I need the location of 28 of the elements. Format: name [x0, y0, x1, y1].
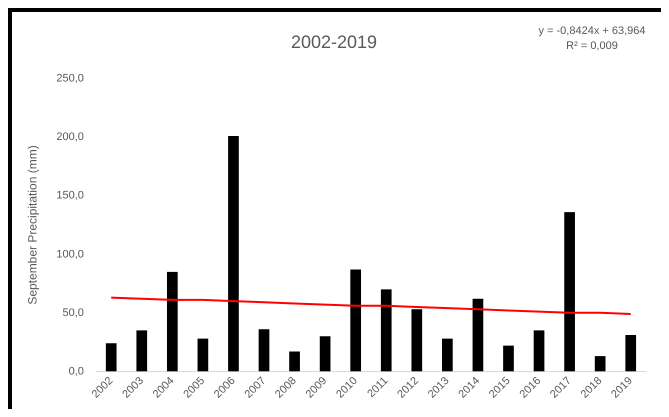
- bar: [564, 212, 575, 372]
- bar: [503, 346, 514, 372]
- bar: [380, 289, 392, 372]
- y-tick-label: 50,0: [62, 306, 84, 319]
- text: R² = 0,009: [566, 40, 618, 52]
- bar: [228, 136, 239, 372]
- y-tick-label: 250,0: [56, 72, 84, 85]
- bar: [320, 336, 330, 372]
- bar: [198, 338, 208, 372]
- chart-title: 2002-2019: [290, 32, 378, 52]
- bar: [166, 272, 178, 372]
- bar: [625, 335, 636, 372]
- bar: [106, 343, 117, 372]
- bar: [136, 330, 148, 372]
- bar: [258, 329, 270, 372]
- bar: [594, 356, 606, 372]
- bar: [289, 351, 300, 372]
- bar: [350, 269, 362, 372]
- bar: [472, 298, 484, 372]
- y-tick-label: 100,0: [56, 248, 84, 260]
- y-tick-label: 150,0: [56, 190, 84, 202]
- bar: [534, 330, 544, 372]
- y-tick-label: 200,0: [56, 131, 84, 144]
- y-axis-title: September Precipitation (mm): [26, 145, 40, 305]
- y-tick-label: 0,0: [68, 365, 84, 378]
- bar: [442, 338, 453, 372]
- text: y = -0,8424x + 63,964: [538, 25, 646, 37]
- bar: [411, 309, 422, 372]
